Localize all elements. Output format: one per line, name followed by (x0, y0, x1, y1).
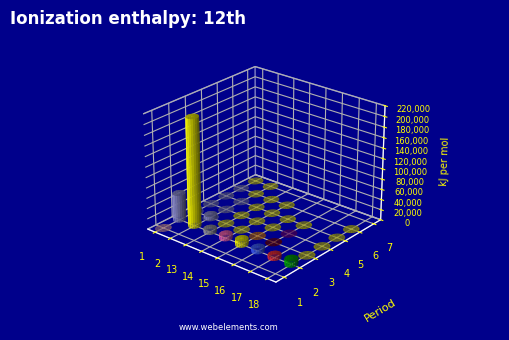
Y-axis label: Period: Period (362, 298, 397, 324)
Text: www.webelements.com: www.webelements.com (178, 323, 278, 332)
Text: Ionization enthalpy: 12th: Ionization enthalpy: 12th (10, 10, 246, 28)
